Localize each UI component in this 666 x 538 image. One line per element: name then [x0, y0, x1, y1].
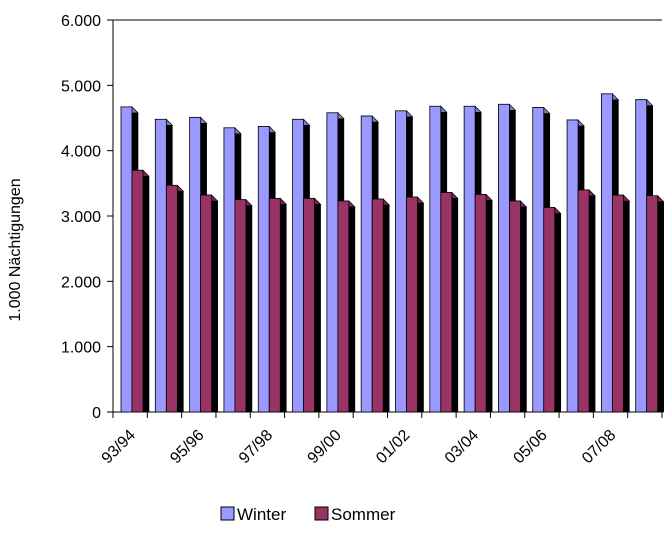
- x-tick-label: 97/98: [236, 427, 276, 467]
- bar-front: [337, 200, 350, 413]
- legend-swatch-sommer: [314, 506, 329, 521]
- bar-front: [257, 126, 270, 413]
- bar-sommer: [577, 189, 596, 413]
- bar-side: [177, 184, 184, 413]
- bar-front: [611, 194, 624, 413]
- y-axis-title: 1.000 Nächtigungen: [7, 178, 24, 321]
- bar-front: [440, 192, 453, 413]
- bar-front: [395, 110, 407, 413]
- x-tick-label: 95/96: [167, 427, 207, 467]
- y-tick-label: 0: [92, 405, 101, 422]
- x-tick-label: 93/94: [99, 427, 139, 467]
- bar-front: [577, 189, 590, 413]
- legend-label-winter: Winter: [237, 505, 286, 524]
- bar-front: [200, 194, 213, 413]
- x-tick-label: 01/02: [373, 427, 413, 467]
- bar-front: [154, 118, 167, 413]
- bar-side: [657, 195, 664, 413]
- y-tick-label: 1.000: [61, 340, 101, 357]
- bar-front: [474, 194, 487, 413]
- x-tick-label: 99/00: [305, 427, 345, 467]
- bar-sommer: [508, 200, 528, 413]
- bar-front: [566, 119, 579, 413]
- bar-front: [303, 197, 315, 413]
- bar-front: [463, 105, 476, 413]
- bar-sommer: [645, 195, 665, 413]
- bar-front: [189, 116, 202, 413]
- bar-side: [382, 198, 390, 413]
- bar-sommer: [543, 206, 562, 413]
- bar-side: [417, 196, 424, 413]
- bar-side: [451, 191, 459, 413]
- bar-front: [498, 103, 510, 413]
- legend-swatch-winter: [220, 506, 235, 521]
- bar-side: [314, 197, 321, 413]
- x-axis: 93/94 95/96 97/98 99/00 01/02 03/04 05/06 07/08: [99, 412, 663, 467]
- bar-front: [406, 196, 418, 413]
- x-tick-label: 03/04: [442, 427, 482, 467]
- bar-front: [131, 169, 144, 413]
- bar-front: [234, 199, 247, 413]
- bar-side: [279, 197, 287, 413]
- bar-front: [326, 112, 339, 413]
- bar-front: [635, 99, 648, 413]
- bar-side: [211, 194, 218, 413]
- bar-sommer: [131, 169, 150, 413]
- legend: Winter Sommer: [220, 505, 396, 524]
- bars: [120, 93, 665, 413]
- y-axis: 0 1.000 2.000 3.000 4.000 5.000 6.000: [61, 13, 113, 422]
- y-tick-label: 5.000: [61, 78, 101, 95]
- bar-front: [600, 93, 613, 413]
- y-tick-label: 4.000: [61, 144, 101, 161]
- bar-side: [520, 200, 527, 413]
- bar-sommer: [165, 184, 185, 413]
- bar-front: [543, 207, 556, 413]
- bar-front: [268, 197, 281, 413]
- y-tick-label: 2.000: [61, 274, 101, 291]
- bar-sommer: [405, 196, 425, 413]
- bar-front: [532, 107, 545, 413]
- bar-sommer: [371, 198, 390, 413]
- bar-front: [120, 106, 133, 413]
- y-tick-label: 3.000: [61, 209, 101, 226]
- bar-side: [348, 200, 356, 413]
- bar-front: [360, 115, 373, 413]
- bar-side: [245, 198, 253, 413]
- bar-sommer: [611, 194, 631, 413]
- bar-front: [509, 200, 521, 413]
- bar-sommer: [234, 198, 253, 413]
- y-tick-label: 6.000: [61, 13, 101, 30]
- bar-front: [429, 105, 442, 413]
- bar-front: [165, 184, 178, 413]
- bar-front: [646, 195, 659, 413]
- bar-front: [371, 198, 384, 413]
- x-tick-label: 07/08: [579, 427, 619, 467]
- bar-side: [588, 189, 596, 413]
- bar-side: [485, 193, 493, 413]
- bar-front: [223, 127, 236, 413]
- bar-side: [554, 206, 562, 413]
- bar-sommer: [199, 194, 219, 413]
- bar-sommer: [302, 197, 322, 413]
- bar-sommer: [440, 191, 459, 413]
- bar-side: [623, 194, 630, 413]
- bar-sommer: [474, 193, 493, 413]
- bar-front: [292, 118, 304, 413]
- bar-sommer: [268, 197, 287, 413]
- legend-label-sommer: Sommer: [331, 505, 396, 524]
- bar-sommer: [337, 200, 356, 413]
- bar-side: [142, 169, 150, 413]
- x-tick-label: 05/06: [510, 427, 550, 467]
